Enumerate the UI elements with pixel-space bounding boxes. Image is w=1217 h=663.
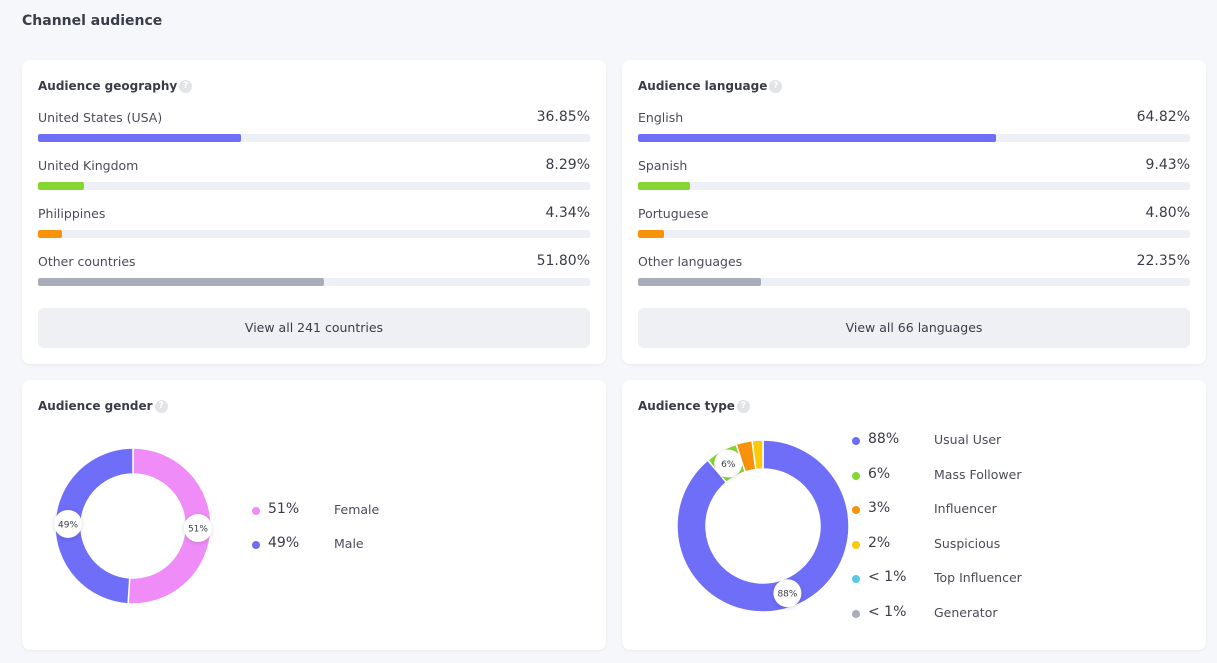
card-title: Audience type: [638, 399, 735, 413]
help-icon[interactable]: ?: [154, 399, 168, 413]
bar-fill: [638, 230, 665, 238]
bar-row: English 64.82%: [638, 109, 1190, 150]
legend-percent: < 1%: [868, 604, 907, 620]
view-all-languages-button[interactable]: View all 66 languages: [638, 308, 1190, 348]
row-value: 4.80%: [1145, 205, 1190, 221]
slice-label-text: 88%: [777, 590, 797, 600]
audience-geography-card: Audience geography? United States (USA) …: [22, 60, 606, 364]
row-label: Other languages: [638, 254, 743, 269]
bar-fill: [38, 278, 324, 286]
legend-percent: 3%: [868, 500, 891, 517]
bar-track: [638, 230, 1190, 238]
donut-slice-female[interactable]: [127, 447, 212, 605]
bar-row: Philippines 4.34%: [38, 205, 590, 246]
legend-percent: 49%: [268, 535, 300, 551]
audience-gender-card: Audience gender? 51% 49% 51% Female 49% M…: [22, 380, 606, 650]
bar-fill: [638, 278, 762, 286]
legend-dot: [852, 471, 860, 480]
bar-track: [38, 230, 590, 238]
bar-fill: [38, 230, 62, 238]
legend-label: Mass Follower: [934, 466, 1022, 482]
card-title: Audience geography: [38, 79, 178, 93]
bar-track: [38, 134, 590, 142]
slice-label-text: 51%: [188, 525, 208, 535]
legend-percent: 88%: [868, 431, 900, 447]
legend-label: Usual User: [934, 432, 1002, 447]
legend-percent: 6%: [868, 465, 891, 482]
type-donut-chart: 88% 6%: [676, 439, 850, 613]
row-value: 51.80%: [536, 253, 590, 269]
help-icon[interactable]: ?: [736, 399, 750, 413]
bar-fill: [38, 134, 242, 142]
bar-track: [638, 182, 1190, 190]
legend-label: Suspicious: [934, 535, 1001, 551]
slice-label: 6%: [714, 449, 743, 478]
legend-percent: < 1%: [868, 569, 907, 586]
legend-percent: 2%: [868, 534, 891, 551]
row-label: Philippines: [38, 206, 106, 221]
gender-donut-chart: 51% 49%: [54, 447, 212, 605]
row-value: 8.29%: [545, 157, 590, 173]
slice-label-text: 6%: [721, 460, 736, 470]
row-label: United States (USA): [38, 110, 163, 125]
legend-dot: [252, 541, 260, 549]
row-value: 22.35%: [1136, 253, 1190, 269]
legend-dot: [252, 507, 260, 515]
bar-row: Spanish 9.43%: [638, 157, 1190, 198]
legend-dot: [852, 610, 860, 618]
bar-fill: [638, 134, 996, 142]
legend-dot: [852, 540, 860, 549]
row-value: 36.85%: [536, 109, 590, 125]
bar-track: [38, 278, 590, 286]
row-value: 9.43%: [1145, 157, 1190, 173]
legend-dot: [852, 506, 860, 515]
page-title: Channel audience: [22, 13, 163, 29]
audience-type-card: Audience type? 88% 6% 88% Usual User 6% M…: [622, 380, 1206, 650]
help-icon[interactable]: ?: [769, 79, 783, 93]
donut-slice-male[interactable]: [54, 447, 134, 605]
help-icon[interactable]: ?: [179, 79, 193, 93]
row-label: United Kingdom: [38, 158, 139, 173]
donut-slice-usual-user[interactable]: [676, 439, 850, 613]
view-all-countries-button[interactable]: View all 241 countries: [38, 308, 590, 348]
legend-percent: 51%: [268, 501, 300, 517]
bar-track: [38, 182, 590, 190]
bar-track: [638, 134, 1190, 142]
legend-label: Female: [334, 502, 380, 517]
bar-track: [638, 278, 1190, 286]
audience-language-card: Audience language? English 64.82% Spanis…: [622, 60, 1206, 364]
row-label: English: [638, 110, 684, 125]
bar-fill: [638, 182, 691, 190]
bar-row: United Kingdom 8.29%: [38, 157, 590, 198]
legend-label: Top Influencer: [934, 570, 1022, 586]
row-value: 64.82%: [1136, 109, 1190, 125]
card-title: Audience gender: [38, 399, 153, 413]
card-title: Audience language: [638, 79, 768, 93]
bar-row: Portuguese 4.80%: [638, 205, 1190, 246]
legend-dot: [852, 437, 860, 445]
donut-slice-suspicious[interactable]: [751, 439, 764, 471]
legend-label: Generator: [934, 605, 998, 620]
bar-row: Other languages 22.35%: [638, 253, 1190, 294]
slice-label: 88%: [773, 579, 802, 608]
row-value: 4.34%: [545, 205, 590, 221]
slice-label-text: 49%: [58, 520, 78, 530]
bar-row: United States (USA) 36.85%: [38, 109, 590, 150]
slice-label: 51%: [183, 514, 212, 543]
bar-fill: [38, 182, 84, 190]
bar-row: Other countries 51.80%: [38, 253, 590, 294]
legend-label: Male: [334, 536, 364, 551]
row-label: Spanish: [638, 158, 688, 173]
row-label: Portuguese: [638, 206, 709, 221]
legend-label: Influencer: [934, 501, 997, 517]
legend-dot: [852, 575, 860, 584]
row-label: Other countries: [38, 254, 136, 269]
slice-label: 49%: [54, 509, 83, 538]
